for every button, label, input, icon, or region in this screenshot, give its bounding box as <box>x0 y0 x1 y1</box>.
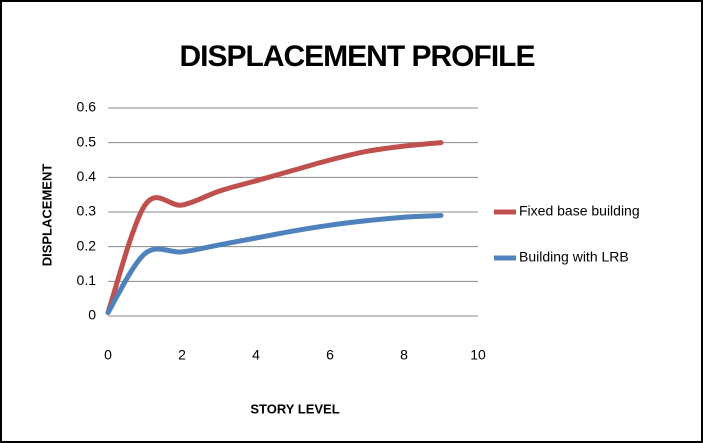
y-axis-title: DISPLACEMENT <box>39 164 54 267</box>
x-tick-label: 6 <box>326 347 334 363</box>
x-axis-title: STORY LEVEL <box>250 401 339 416</box>
y-tick-label: 0 <box>88 307 96 323</box>
series-line <box>105 140 444 316</box>
legend-label: Fixed base building <box>519 203 640 219</box>
y-tick-label: 0.6 <box>77 99 97 115</box>
chart-title: DISPLACEMENT PROFILE <box>179 40 534 73</box>
x-tick-label: 10 <box>470 347 486 363</box>
x-tick-label: 8 <box>400 347 408 363</box>
x-tick-label: 2 <box>178 347 186 363</box>
y-tick-label: 0.3 <box>77 203 97 219</box>
x-tick-label: 0 <box>104 347 112 363</box>
x-tick-label: 4 <box>252 347 260 363</box>
y-tick-label: 0.5 <box>77 133 97 149</box>
series-line <box>105 212 444 316</box>
y-tick-label: 0.1 <box>77 272 97 288</box>
y-tick-label: 0.2 <box>77 237 97 253</box>
y-tick-label: 0.4 <box>77 168 97 184</box>
legend-label: Building with LRB <box>519 249 629 265</box>
